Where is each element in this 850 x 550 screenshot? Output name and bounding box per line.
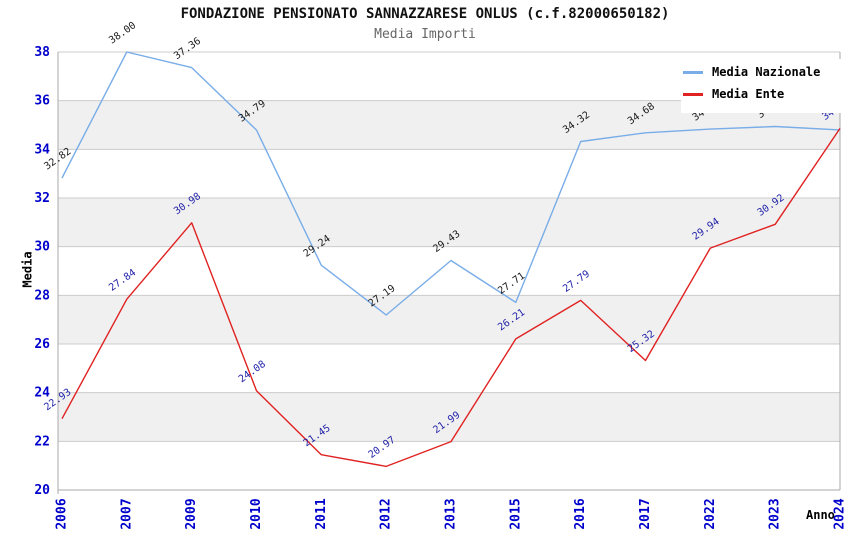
y-tick-label: 34: [34, 142, 50, 157]
grid-band: [58, 295, 840, 344]
x-tick-label: 2022: [703, 498, 718, 529]
x-tick-label: 2015: [508, 498, 523, 529]
chart-title: FONDAZIONE PENSIONATO SANNAZZARESE ONLUS…: [180, 6, 670, 22]
x-tick-label: 2023: [768, 498, 783, 529]
y-tick-label: 36: [34, 94, 50, 109]
y-tick-label: 30: [34, 240, 50, 255]
x-axis-title: Anno: [806, 508, 835, 522]
media-nazionale-data-label: 27.71: [496, 271, 527, 297]
y-tick-label: 26: [34, 337, 50, 352]
y-tick-label: 24: [34, 386, 50, 401]
x-tick-label: 2009: [184, 498, 199, 529]
x-tick-label: 2017: [638, 498, 653, 529]
x-tick-label: 2011: [314, 498, 329, 529]
media-ente-line: [61, 128, 841, 468]
media-nazionale-line: [61, 51, 841, 316]
media-nazionale-data-label: 38.00: [107, 20, 138, 46]
grid-band: [58, 392, 840, 442]
legend-item-media-ente: Media Ente: [683, 87, 850, 101]
legend: Media Nazionale Media Ente: [681, 59, 850, 113]
x-tick-label: 2024: [833, 498, 848, 529]
legend-item-media-nazionale: Media Nazionale: [683, 65, 850, 79]
media-ente-data-label: 27.79: [561, 269, 592, 295]
media-ente-swatch-icon: [683, 92, 703, 96]
y-tick-label: 32: [34, 191, 50, 206]
legend-label: Media Ente: [712, 87, 785, 101]
legend-label: Media Nazionale: [712, 65, 821, 79]
x-tick-label: 2013: [444, 498, 459, 529]
x-tick-label: 2012: [379, 498, 394, 529]
grid-band: [58, 198, 840, 247]
x-tick-label: 2016: [573, 498, 588, 529]
y-tick-label: 38: [34, 45, 50, 60]
chart-subtitle: Media Importi: [374, 27, 476, 42]
y-axis-title: Media: [20, 251, 35, 288]
y-tick-label: 28: [34, 288, 50, 303]
x-tick-label: 2006: [55, 498, 70, 529]
media-nazionale-data-label: 37.36: [172, 36, 203, 62]
media-ente-data-label: 27.84: [107, 267, 138, 293]
media-nazionale-swatch-icon: [683, 70, 703, 74]
x-tick-label: 2010: [249, 498, 264, 529]
y-tick-label: 20: [34, 483, 50, 498]
y-tick-label: 22: [34, 434, 50, 449]
x-tick-label: 2007: [119, 498, 134, 529]
